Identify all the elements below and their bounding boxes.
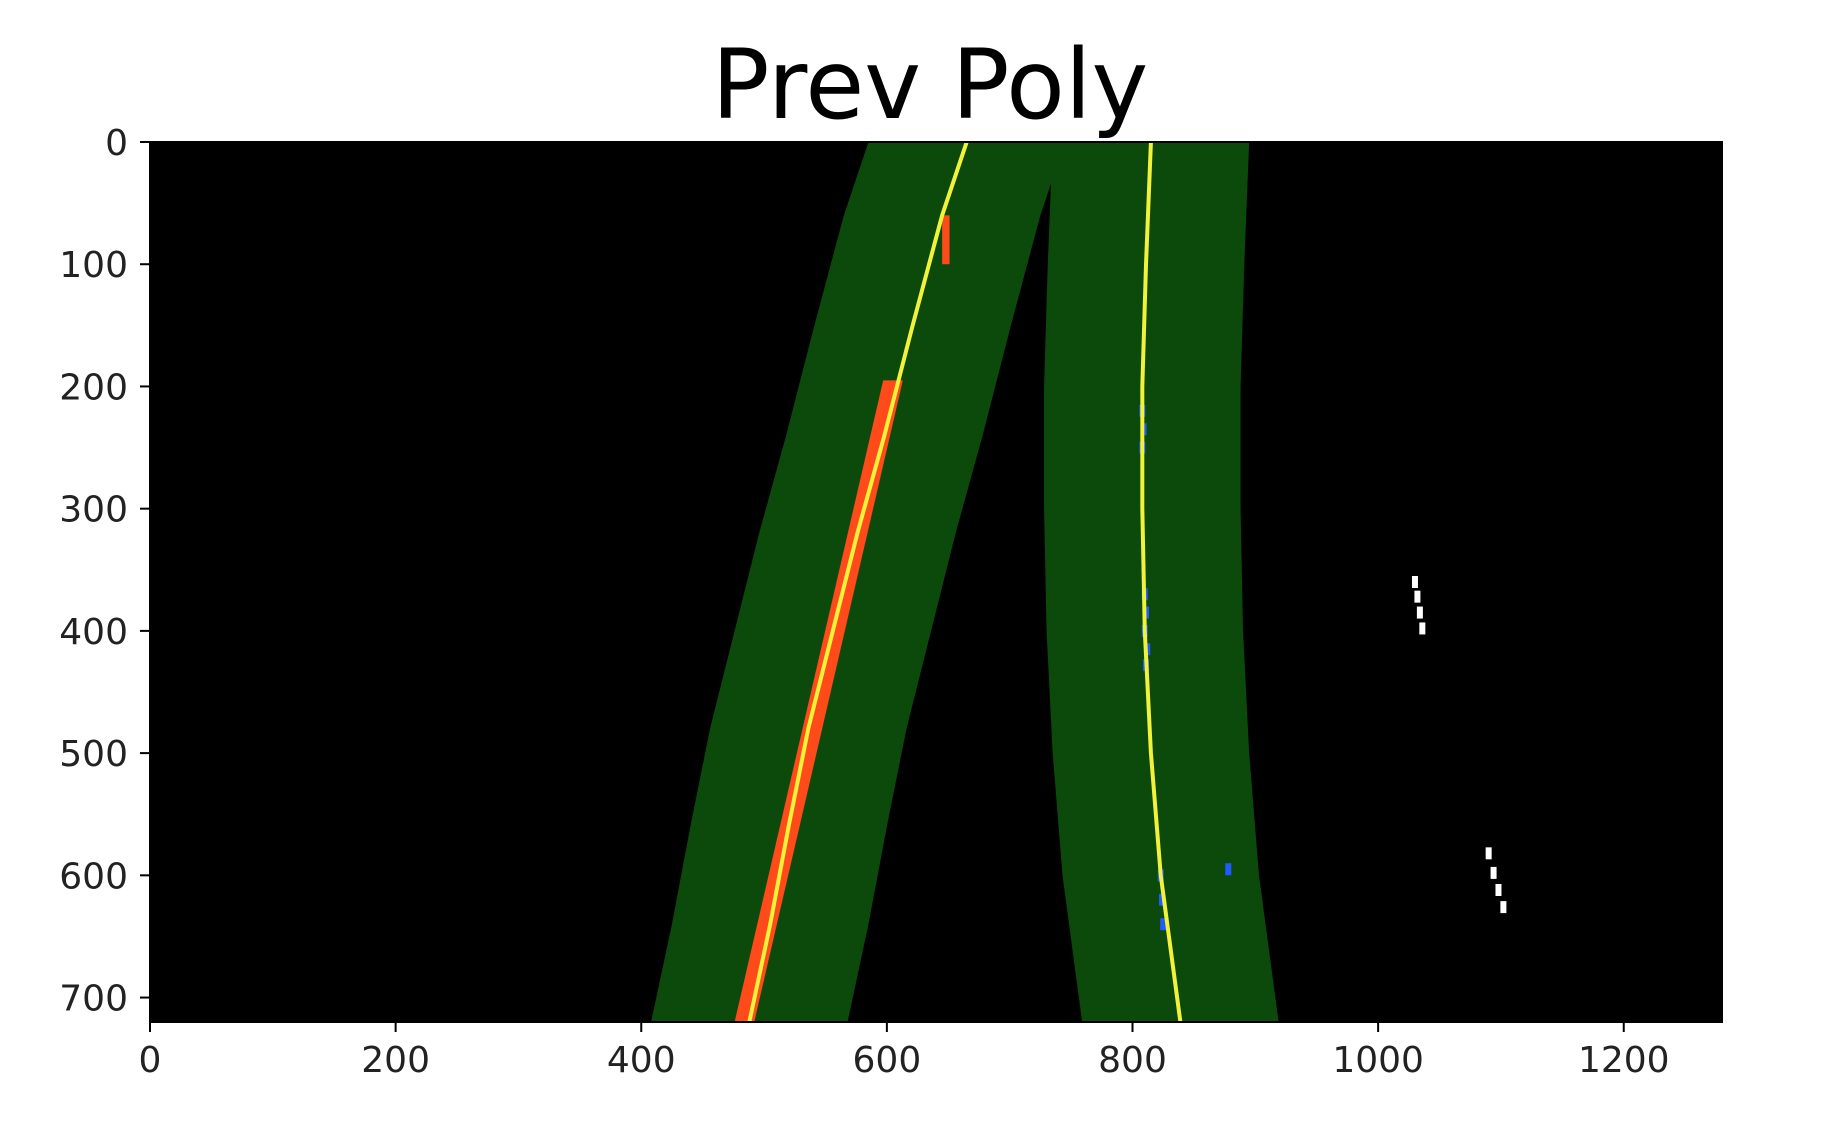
x-tick-label-200: 200 bbox=[361, 1040, 430, 1081]
noise-pixel-0 bbox=[1411, 576, 1418, 588]
y-tick-label-0: 0 bbox=[105, 123, 128, 164]
noise-pixel-5 bbox=[1490, 866, 1497, 879]
noise-pixel-1 bbox=[1414, 590, 1421, 603]
noise-pixel-4 bbox=[1485, 847, 1492, 860]
plot-frame bbox=[149, 141, 1723, 1023]
y-tick-label-300: 300 bbox=[59, 490, 128, 531]
fit-lines-layer bbox=[747, 141, 1183, 1023]
fit-line-1 bbox=[1140, 141, 1183, 1023]
y-tick-label-600: 600 bbox=[59, 856, 128, 897]
y-tick-label-200: 200 bbox=[59, 367, 128, 408]
search-window-0 bbox=[651, 142, 1065, 1022]
lane-pixels-layer bbox=[734, 215, 1507, 1022]
y-tick-label-100: 100 bbox=[59, 245, 128, 286]
left-lane-pixels-0 bbox=[942, 215, 950, 265]
right-lane-pixel-10 bbox=[1160, 918, 1167, 931]
y-tick-label-500: 500 bbox=[59, 734, 128, 775]
noise-pixel-7 bbox=[1500, 901, 1507, 914]
noise-pixel-2 bbox=[1416, 606, 1423, 619]
x-tick-label-400: 400 bbox=[607, 1040, 676, 1081]
y-tick-label-700: 700 bbox=[59, 979, 128, 1020]
fit-line-0 bbox=[747, 141, 969, 1023]
x-tick-label-1200: 1200 bbox=[1578, 1040, 1670, 1081]
left-lane-pixels-1 bbox=[734, 380, 903, 1022]
chart-title: Prev Poly bbox=[712, 29, 1149, 141]
search-window-1 bbox=[1044, 142, 1279, 1022]
y-axis-ticks: 0 100 200 300 400 500 600 700 bbox=[59, 123, 150, 1020]
x-axis-ticks: 0 200 400 600 800 1000 1200 bbox=[139, 1022, 1670, 1081]
noise-pixel-6 bbox=[1495, 884, 1502, 896]
x-tick-label-800: 800 bbox=[1098, 1040, 1167, 1081]
x-tick-label-0: 0 bbox=[139, 1040, 162, 1081]
search-window-layer bbox=[651, 142, 1279, 1022]
right-lane-pixel-9 bbox=[1158, 893, 1165, 906]
noise-pixel-3 bbox=[1419, 622, 1426, 635]
y-tick-label-400: 400 bbox=[59, 612, 128, 653]
x-tick-label-600: 600 bbox=[853, 1040, 922, 1081]
x-tick-label-1000: 1000 bbox=[1332, 1040, 1424, 1081]
right-lane-pixel-11 bbox=[1225, 863, 1232, 876]
